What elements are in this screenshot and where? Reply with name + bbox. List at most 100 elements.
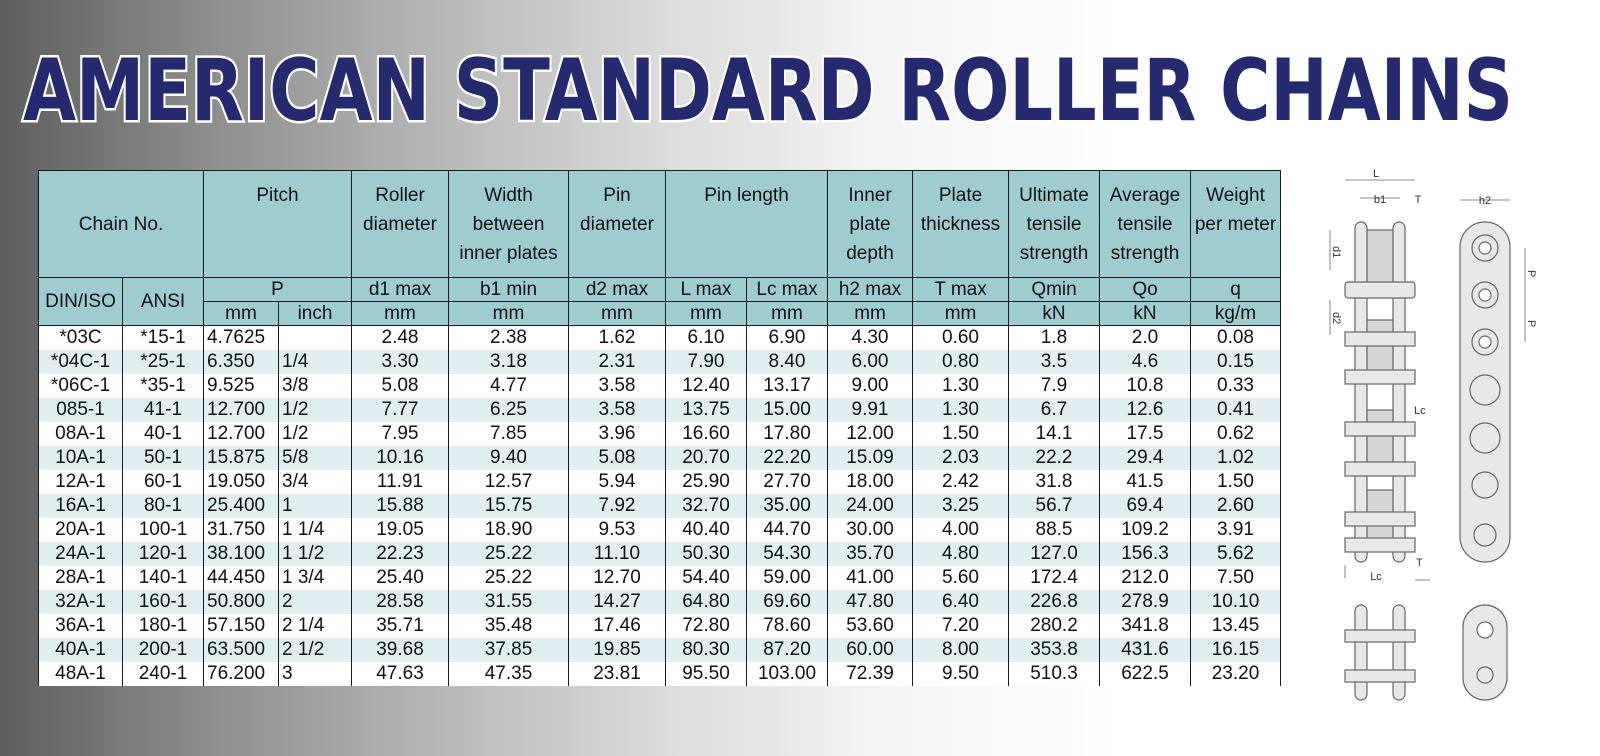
- symbol-header: Qo: [1099, 277, 1192, 302]
- table-cell: 5/8: [278, 446, 352, 470]
- table-cell: 40.40: [665, 518, 747, 542]
- table-cell: 12.57: [448, 470, 569, 494]
- table-cell: 17.5: [1099, 422, 1192, 446]
- unit-header: inch: [278, 301, 352, 326]
- column-header: Plate thickness: [912, 170, 1010, 278]
- table-cell: 31.55: [448, 590, 569, 614]
- table-cell: 12.6: [1099, 398, 1192, 422]
- table-cell: 95.50: [665, 662, 747, 686]
- table-cell: 0.60: [912, 325, 1010, 350]
- symbol-header: Qmin: [1008, 277, 1101, 302]
- table-cell: 48A-1: [38, 662, 123, 686]
- dimension-label: P: [1525, 320, 1537, 327]
- table-cell: 6.10: [665, 325, 747, 350]
- table-cell: 1.50: [912, 422, 1010, 446]
- symbol-header: d1 max: [351, 277, 449, 302]
- table-row: mm inch mm mm mm mm mm mm mm kN kN kg/m: [39, 301, 1282, 326]
- dimension-label: T: [1416, 557, 1423, 569]
- dimension-lines: [1329, 179, 1526, 581]
- table-cell: 1/2: [278, 398, 352, 422]
- unit-header: mm: [827, 301, 914, 326]
- table-cell: 0.41: [1190, 398, 1282, 422]
- table-cell: 41-1: [122, 398, 204, 422]
- table-cell: 2.38: [448, 325, 569, 350]
- table-cell: 35.71: [351, 614, 449, 638]
- table-cell: 78.60: [745, 614, 829, 638]
- table-cell: 1 1/4: [278, 518, 352, 542]
- table-cell: 69.60: [745, 590, 829, 614]
- table-cell: 11.10: [568, 542, 666, 566]
- dimension-label: P: [1525, 270, 1537, 277]
- table-cell: 25.40: [351, 566, 449, 590]
- table-cell: 9.00: [827, 374, 914, 398]
- table-cell: 12.40: [665, 374, 747, 398]
- table-cell: 7.50: [1190, 566, 1282, 590]
- table-cell: 47.63: [351, 662, 449, 686]
- table-cell: 4.00: [912, 518, 1010, 542]
- unit-header: mm: [568, 301, 666, 326]
- table-row: 32A-1 160-1 50.800 2 28.58 31.55 14.27 64.80 69.…: [38, 590, 1282, 614]
- table-cell: 1.30: [912, 398, 1010, 422]
- table-cell: 24.00: [827, 494, 914, 518]
- table-cell: 1.02: [1190, 446, 1282, 470]
- table-cell: 10.10: [1190, 590, 1282, 614]
- symbol-header: L max: [665, 277, 747, 302]
- dimension-label: d2: [1330, 312, 1342, 324]
- table-cell: 3.30: [351, 350, 449, 374]
- table-cell: 2 1/4: [278, 614, 352, 638]
- table-cell: 140-1: [122, 566, 204, 590]
- table-cell: 0.80: [912, 350, 1010, 374]
- table-cell: *06C-1: [38, 374, 123, 398]
- table-cell: 15.75: [448, 494, 569, 518]
- column-header: Chain No.: [38, 170, 204, 278]
- table-cell: 08A-1: [38, 422, 123, 446]
- front-view: [1459, 221, 1511, 701]
- table-cell: 6.40: [912, 590, 1010, 614]
- column-header: Inner plate depth: [827, 170, 914, 278]
- table-cell: 35.70: [827, 542, 914, 566]
- table-cell: 7.92: [568, 494, 666, 518]
- table-cell: 14.1: [1008, 422, 1101, 446]
- table-cell: 6.00: [827, 350, 914, 374]
- table-cell: 80.30: [665, 638, 747, 662]
- table-cell: 5.94: [568, 470, 666, 494]
- symbol-header: P: [203, 277, 352, 302]
- table-cell: 17.80: [745, 422, 829, 446]
- table-cell: 32.70: [665, 494, 747, 518]
- table-cell: 6.350: [203, 350, 279, 374]
- table-cell: 1 1/2: [278, 542, 352, 566]
- spec-table: Chain No. Pitch Roller diameter Width betwe…: [38, 170, 1282, 686]
- symbol-header: h2 max: [827, 277, 914, 302]
- table-cell: 10A-1: [38, 446, 123, 470]
- table-cell: 35.48: [448, 614, 569, 638]
- table-cell: 14.27: [568, 590, 666, 614]
- table-row: 24A-1 120-1 38.100 1 1/2 22.23 25.22 11.10 50.3…: [38, 542, 1282, 566]
- table-cell: 47.35: [448, 662, 569, 686]
- table-cell: 3.91: [1190, 518, 1282, 542]
- chain-diagram: L b1 T h2 d1 P P d2 Lc T Lc: [1329, 168, 1537, 701]
- table-cell: 44.70: [745, 518, 829, 542]
- table-cell: 2.60: [1190, 494, 1282, 518]
- table-row: 36A-1 180-1 57.150 2 1/4 35.71 35.48 17.46 72.8…: [38, 614, 1282, 638]
- table-cell: 2: [278, 590, 352, 614]
- symbol-header: d2 max: [568, 277, 666, 302]
- table-cell: 0.08: [1190, 325, 1282, 350]
- table-cell: 41.5: [1099, 470, 1192, 494]
- table-cell: *25-1: [122, 350, 204, 374]
- table-cell: 63.500: [203, 638, 279, 662]
- column-header: Weight per meter: [1190, 170, 1282, 278]
- table-cell: 54.40: [665, 566, 747, 590]
- table-row: 20A-1 100-1 31.750 1 1/4 19.05 18.90 9.53 40.40…: [38, 518, 1282, 542]
- table-row: *03C *15-1 4.7625 2.48 2.38 1.62 6.10 6.90 4.30 0…: [38, 325, 1282, 350]
- unit-header: mm: [912, 301, 1010, 326]
- table-cell: 15.875: [203, 446, 279, 470]
- table-cell: 7.95: [351, 422, 449, 446]
- table-cell: 19.85: [568, 638, 666, 662]
- table-cell: 5.62: [1190, 542, 1282, 566]
- unit-header: mm: [745, 301, 829, 326]
- table-cell: 7.9: [1008, 374, 1101, 398]
- table-cell: 3.18: [448, 350, 569, 374]
- unit-header: kN: [1099, 301, 1192, 326]
